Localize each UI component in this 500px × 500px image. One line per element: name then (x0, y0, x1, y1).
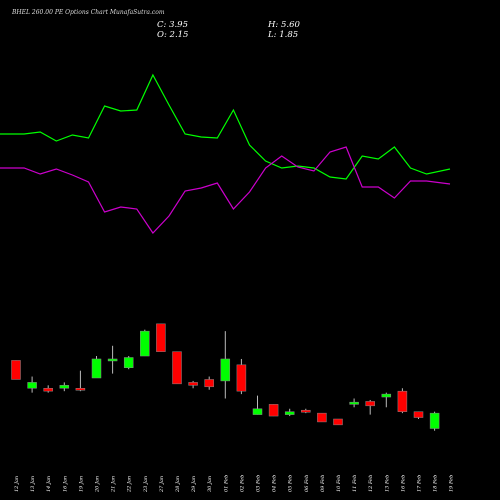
x-tick-label: 03 Feb (256, 475, 262, 492)
candle-body (172, 351, 182, 385)
candle (349, 398, 359, 408)
x-tick-label: 22 Jan (127, 476, 133, 493)
candle-body (381, 393, 392, 398)
x-tick-label: 13 Feb (384, 475, 390, 492)
x-tick-label: 06 Feb (304, 475, 310, 492)
candle (220, 331, 231, 399)
x-tick-label: 29 Jan (191, 476, 197, 493)
candle (252, 395, 263, 415)
candle (365, 399, 375, 415)
candle-body (43, 388, 53, 392)
low-value: L: 1.85 (268, 30, 299, 40)
candle-body (107, 358, 118, 362)
x-tick-label: 19 Feb (449, 475, 455, 492)
candle-body (429, 412, 440, 429)
x-tick-label: 12 Jan (14, 476, 20, 492)
candle (107, 345, 118, 374)
candle-body (11, 360, 21, 380)
x-axis-labels: 12 Jan 13 Jan 14 Jan 16 Jan 19 Jan 20 Jan 21 J… (14, 475, 455, 493)
x-tick-label: 14 Jan (46, 476, 52, 492)
x-tick-label: 21 Jan (111, 476, 117, 493)
candle (381, 392, 392, 408)
candle (11, 360, 21, 380)
high-value: H: 5.60 (268, 20, 300, 30)
candle (236, 358, 247, 395)
x-tick-label: 18 Feb (433, 475, 439, 492)
candle-body (27, 382, 37, 389)
x-tick-label: 20 Jan (95, 476, 101, 493)
candle (156, 323, 166, 352)
candle-body (220, 358, 231, 382)
candle-body (397, 390, 408, 412)
x-tick-label: 17 Feb (417, 475, 423, 492)
candle (43, 385, 53, 393)
candle (204, 376, 214, 390)
x-tick-label: 28 Jan (175, 476, 181, 493)
indicator-lines (0, 73, 451, 234)
candle (397, 388, 408, 414)
candle (27, 376, 37, 393)
x-tick-label: 27 Jan (159, 476, 165, 493)
candle (301, 408, 311, 414)
candle (268, 404, 279, 417)
candle-body (284, 411, 295, 415)
indicator-line-2 (0, 146, 451, 234)
candle (317, 412, 327, 423)
x-tick-label: 30 Jan (207, 476, 213, 492)
x-tick-label: 16 Feb (400, 475, 406, 492)
chart-title: BHEL 260.00 PE Options Chart MunafaSutra… (12, 9, 165, 16)
candle-body (317, 412, 327, 423)
candle (333, 418, 343, 426)
candle-body (268, 404, 279, 417)
candle-body (59, 385, 70, 389)
candle-body (156, 323, 166, 352)
candle-body (188, 382, 198, 386)
x-tick-label: 05 Feb (288, 475, 294, 492)
candle (429, 411, 440, 431)
candle-body (123, 357, 134, 368)
candle (188, 380, 198, 389)
candle-body (140, 330, 150, 357)
candle (123, 356, 134, 370)
candle-body (349, 401, 359, 405)
candles (11, 323, 440, 431)
candle-body (333, 418, 343, 426)
candle (413, 411, 424, 419)
x-tick-label: 01 Feb (223, 475, 229, 492)
candle-body (365, 401, 375, 407)
x-tick-label: 11 Feb (352, 475, 358, 492)
candle (284, 408, 295, 417)
x-tick-label: 16 Jan (62, 476, 68, 492)
candle (59, 382, 70, 392)
candle-body (413, 411, 424, 418)
candle-body (252, 408, 263, 415)
candle-body (204, 379, 214, 388)
candle-body (75, 388, 86, 391)
x-tick-label: 02 Feb (239, 475, 245, 492)
candle (75, 370, 86, 392)
x-tick-label: 04 Feb (272, 475, 278, 492)
candle-body (301, 409, 311, 413)
candle (91, 356, 102, 379)
open-value: O: 2.15 (157, 30, 189, 40)
close-value: C: 3.95 (157, 20, 188, 30)
x-tick-label: 23 Jan (143, 476, 149, 493)
x-tick-label: 10 Feb (336, 475, 342, 492)
candle-body (236, 364, 247, 392)
candle-body (91, 358, 102, 379)
x-tick-label: 13 Jan (30, 476, 36, 492)
candle (140, 329, 150, 357)
x-tick-label: 12 Feb (368, 475, 374, 492)
candle (172, 351, 182, 385)
indicator-line-1 (0, 73, 451, 180)
x-tick-label: 19 Jan (78, 476, 84, 492)
x-tick-label: 09 Feb (320, 475, 326, 492)
